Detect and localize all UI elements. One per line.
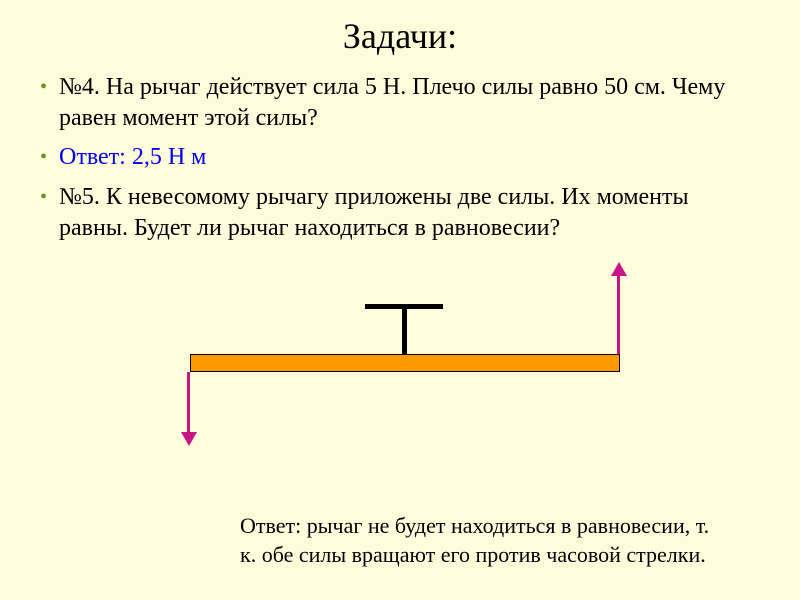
answer-text: Ответ: 2,5 Н м xyxy=(59,142,206,173)
bullet-icon: • xyxy=(40,76,47,99)
lever-diagram xyxy=(40,254,760,454)
arrowhead-down-icon xyxy=(181,432,197,446)
problem-text: №5. К невесомому рычагу приложены две си… xyxy=(59,182,760,244)
answer-item-4: • Ответ: 2,5 Н м xyxy=(40,142,760,173)
problem-item-4: • №4. На рычаг действует сила 5 Н. Плечо… xyxy=(40,72,760,134)
arrowhead-up-icon xyxy=(611,262,627,276)
answer-text-5: Ответ: рычаг не будет находиться в равно… xyxy=(240,511,720,570)
force-arrow-down xyxy=(187,372,190,437)
bullet-icon: • xyxy=(40,186,47,209)
page-title: Задачи: xyxy=(40,15,760,57)
bullet-icon: • xyxy=(40,146,47,169)
problem-text: №4. На рычаг действует сила 5 Н. Плечо с… xyxy=(59,72,760,134)
lever-bar xyxy=(190,354,620,372)
force-arrow-up xyxy=(617,274,620,354)
problem-item-5: • №5. К невесомому рычагу приложены две … xyxy=(40,182,760,244)
fulcrum-post xyxy=(402,304,407,356)
